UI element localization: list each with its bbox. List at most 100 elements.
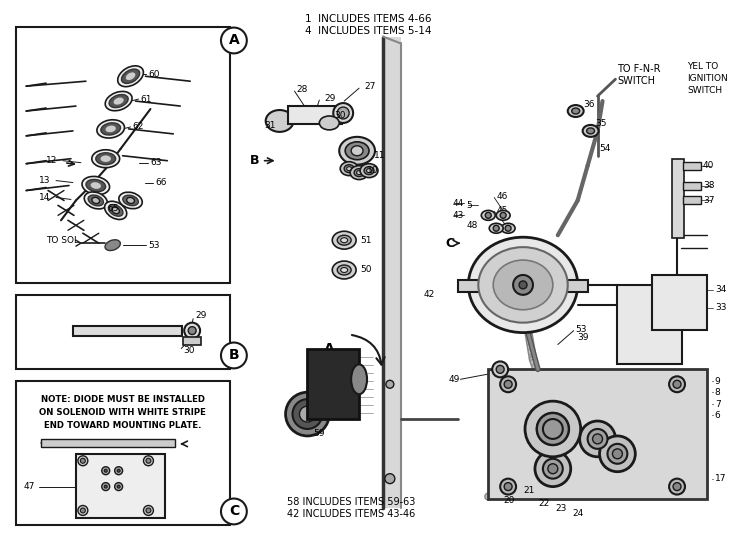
Circle shape (548, 464, 558, 474)
Circle shape (673, 381, 681, 388)
Text: C: C (446, 237, 455, 250)
Text: 63: 63 (151, 158, 162, 167)
Ellipse shape (112, 207, 120, 213)
Text: 24: 24 (573, 509, 584, 518)
Ellipse shape (351, 146, 363, 156)
Circle shape (504, 482, 512, 490)
Ellipse shape (92, 197, 100, 204)
Ellipse shape (501, 223, 515, 233)
Text: 34: 34 (715, 285, 726, 294)
Circle shape (504, 381, 512, 388)
Ellipse shape (339, 137, 375, 165)
Bar (76, 454, 165, 519)
Ellipse shape (97, 120, 125, 138)
Ellipse shape (489, 223, 503, 233)
Ellipse shape (568, 105, 584, 117)
Bar (489, 369, 707, 499)
Ellipse shape (344, 165, 354, 172)
Ellipse shape (367, 169, 371, 172)
Ellipse shape (105, 125, 117, 133)
Circle shape (292, 399, 323, 429)
Circle shape (505, 225, 511, 231)
Ellipse shape (469, 237, 578, 333)
Circle shape (543, 459, 563, 479)
Bar (288, 106, 342, 124)
Text: TO SOL: TO SOL (46, 236, 79, 245)
Ellipse shape (127, 197, 134, 204)
Ellipse shape (481, 210, 495, 220)
Circle shape (535, 451, 570, 487)
Ellipse shape (496, 210, 510, 220)
Text: 12: 12 (46, 156, 58, 165)
Circle shape (543, 419, 563, 439)
Ellipse shape (125, 72, 136, 81)
Bar (16, 381, 230, 526)
Text: A: A (324, 342, 334, 356)
Circle shape (104, 469, 107, 472)
Text: 45: 45 (496, 206, 508, 215)
Text: 59: 59 (314, 430, 325, 438)
Circle shape (117, 485, 120, 488)
Ellipse shape (345, 142, 369, 160)
Bar (683, 182, 701, 190)
Ellipse shape (332, 261, 356, 279)
Circle shape (669, 479, 685, 495)
Ellipse shape (347, 167, 351, 171)
Circle shape (607, 444, 627, 464)
Circle shape (143, 506, 154, 515)
Circle shape (102, 482, 110, 490)
Ellipse shape (478, 247, 568, 323)
Circle shape (673, 482, 681, 490)
Circle shape (386, 381, 394, 388)
Ellipse shape (105, 201, 127, 219)
Ellipse shape (340, 162, 358, 176)
Text: 66: 66 (156, 178, 167, 187)
Text: 23: 23 (556, 504, 568, 513)
Text: 53: 53 (576, 325, 587, 334)
Text: 58 INCLUDES ITEMS 59-63: 58 INCLUDES ITEMS 59-63 (286, 496, 415, 507)
Ellipse shape (582, 125, 599, 137)
Ellipse shape (119, 192, 142, 209)
Ellipse shape (117, 66, 143, 87)
Text: YEL TO: YEL TO (687, 62, 718, 71)
Bar (683, 197, 701, 204)
Text: 13: 13 (39, 176, 51, 185)
Ellipse shape (106, 92, 132, 110)
Ellipse shape (364, 167, 374, 175)
Text: 4  INCLUDES ITEMS 5-14: 4 INCLUDES ITEMS 5-14 (305, 25, 431, 36)
Text: 29: 29 (195, 311, 207, 320)
Text: SWITCH: SWITCH (687, 86, 722, 95)
Ellipse shape (360, 164, 378, 177)
Text: 22: 22 (538, 499, 549, 508)
Ellipse shape (356, 171, 362, 175)
Bar (383, 37, 401, 508)
Circle shape (117, 469, 120, 472)
Text: 29: 29 (324, 94, 336, 102)
Text: 30: 30 (334, 112, 345, 121)
Text: 50: 50 (360, 266, 371, 274)
Circle shape (599, 436, 635, 472)
Circle shape (80, 508, 86, 513)
Ellipse shape (354, 169, 364, 177)
Ellipse shape (341, 267, 348, 273)
Ellipse shape (105, 240, 120, 251)
Circle shape (78, 506, 88, 515)
Circle shape (80, 458, 86, 463)
Text: 43: 43 (452, 211, 464, 220)
Circle shape (500, 212, 506, 218)
Circle shape (221, 499, 246, 524)
Text: 46: 46 (496, 192, 508, 201)
Ellipse shape (337, 235, 351, 245)
Text: C: C (229, 505, 239, 519)
Text: 30: 30 (183, 346, 195, 355)
Ellipse shape (101, 123, 120, 135)
Bar (308, 349, 359, 419)
Ellipse shape (84, 192, 107, 209)
Text: 40: 40 (703, 161, 714, 170)
Text: ON SOLENOID WITH WHITE STRIPE: ON SOLENOID WITH WHITE STRIPE (39, 408, 206, 417)
Text: B: B (229, 348, 239, 362)
Circle shape (579, 421, 615, 457)
Text: 51: 51 (360, 236, 371, 245)
Ellipse shape (96, 153, 116, 165)
Text: 65: 65 (107, 204, 118, 213)
